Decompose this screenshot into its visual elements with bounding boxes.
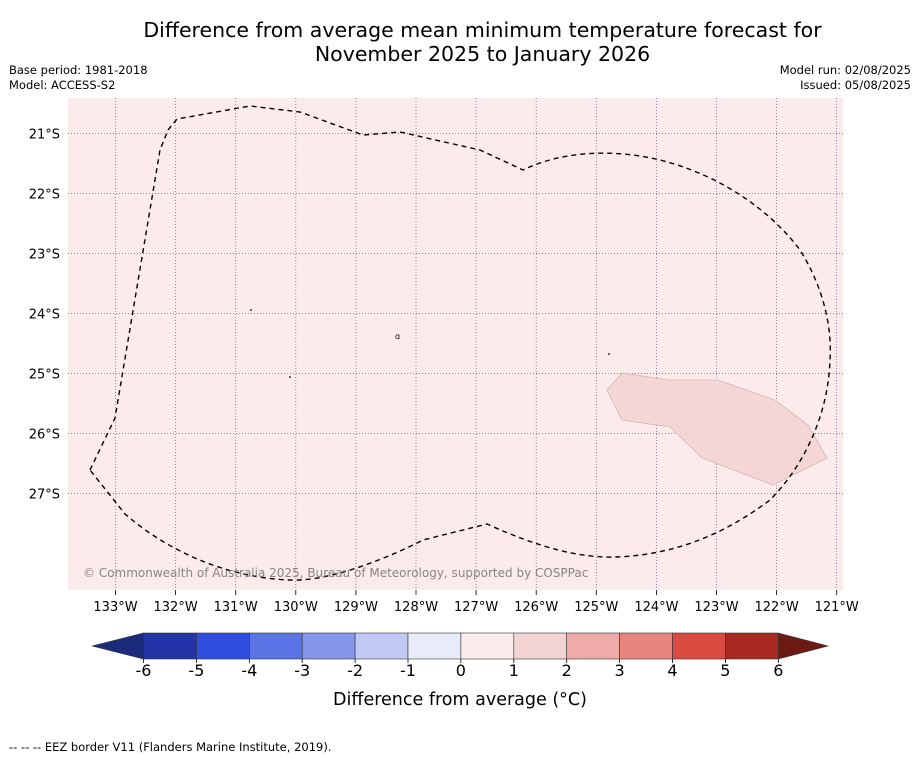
copyright-notice: © Commonwealth of Australia 2025, Bureau… xyxy=(83,566,588,580)
colorbar-tick-label: -4 xyxy=(241,661,257,680)
colorbar-segment xyxy=(196,632,250,660)
colorbar-tick-labels: -6 -5 -4 -3 -2 -1 0 1 2 3 4 5 6 xyxy=(136,659,783,680)
colorbar-segment xyxy=(725,632,779,660)
island-dot-3 xyxy=(608,353,610,355)
eez-legend-note: -- -- -- EEZ border V11 (Flanders Marine… xyxy=(9,740,332,754)
map-title: Difference from average mean minimum tem… xyxy=(0,18,919,66)
longitude-tick-label: 127°W xyxy=(454,600,498,615)
colorbar-tick-label: -5 xyxy=(188,661,204,680)
latitude-tick-label: 21°S xyxy=(29,128,60,143)
latitude-tick-label: 27°S xyxy=(29,488,60,503)
latitude-tick-label: 23°S xyxy=(29,248,60,263)
longitude-tick-label: 132°W xyxy=(154,600,198,615)
colorbar-tick-label: 4 xyxy=(667,661,677,680)
model-run: Model run: 02/08/2025 xyxy=(779,63,911,77)
longitude-tick-label: 121°W xyxy=(815,600,859,615)
longitude-tick-labels: 133°W 132°W 131°W 130°W 129°W 128°W 127°W 126°W… xyxy=(93,590,859,615)
map-background xyxy=(68,98,843,590)
colorbar-segment xyxy=(301,632,356,660)
colorbar-tick-label: -6 xyxy=(136,661,152,680)
colorbar-tick-label: 6 xyxy=(773,661,783,680)
eez-border xyxy=(89,105,832,581)
island-dot-2 xyxy=(289,376,291,378)
longitude-tick-label: 122°W xyxy=(755,600,799,615)
island-marker: ɑ xyxy=(395,332,400,341)
latitude-tick-label: 24°S xyxy=(29,308,60,323)
warm-anomaly-region xyxy=(606,372,828,486)
colorbar-segment xyxy=(566,632,620,660)
colorbar-tick-label: 1 xyxy=(509,661,519,680)
longitude-tick-label: 126°W xyxy=(514,600,558,615)
base-period: Base period: 1981-2018 xyxy=(9,63,148,77)
gridlines xyxy=(68,98,843,590)
meta-right: Model run: 02/08/2025 Issued: 05/08/2025 xyxy=(780,63,911,93)
colorbar-tick-label: 3 xyxy=(615,661,625,680)
colorbar-segment xyxy=(672,632,726,660)
latitude-tick-labels: 21°S 22°S 23°S 24°S 25°S 26°S 27°S xyxy=(29,128,60,503)
colorbar-tick-label: 5 xyxy=(720,661,730,680)
longitude-tick-label: 125°W xyxy=(574,600,618,615)
colorbar-tick-label: -3 xyxy=(294,661,310,680)
colorbar-segment xyxy=(249,632,303,660)
island-dot-1 xyxy=(250,309,252,311)
colorbar xyxy=(91,632,830,660)
colorbar-over-arrow xyxy=(777,632,830,660)
issued-date: Issued: 05/08/2025 xyxy=(800,78,911,92)
title-line-2: November 2025 to January 2026 xyxy=(314,42,651,66)
longitude-tick-label: 133°W xyxy=(93,600,137,615)
model-name: Model: ACCESS-S2 xyxy=(9,78,116,92)
latitude-tick-label: 22°S xyxy=(29,188,60,203)
colorbar-segment xyxy=(143,632,197,660)
longitude-tick-label: 131°W xyxy=(214,600,258,615)
longitude-tick-label: 130°W xyxy=(274,600,318,615)
colorbar-under-arrow xyxy=(91,632,144,660)
longitude-tick-label: 128°W xyxy=(394,600,438,615)
colorbar-segment xyxy=(460,632,515,660)
colorbar-segment xyxy=(354,632,409,660)
title-line-1: Difference from average mean minimum tem… xyxy=(143,18,822,42)
meta-left: Base period: 1981-2018 Model: ACCESS-S2 xyxy=(9,63,148,93)
longitude-tick-label: 123°W xyxy=(694,600,738,615)
latitude-tick-label: 25°S xyxy=(29,368,60,383)
colorbar-segment xyxy=(407,632,462,660)
longitude-tick-label: 129°W xyxy=(334,600,378,615)
latitude-tick-label: 26°S xyxy=(29,428,60,443)
colorbar-segment xyxy=(619,632,673,660)
colorbar-tick-label: 2 xyxy=(562,661,572,680)
colorbar-segment xyxy=(513,632,567,660)
colorbar-tick-label: 0 xyxy=(456,661,466,680)
longitude-tick-label: 124°W xyxy=(634,600,678,615)
colorbar-tick-label: -1 xyxy=(400,661,416,680)
colorbar-tick-label: -2 xyxy=(347,661,363,680)
colorbar-title: Difference from average (°C) xyxy=(333,690,587,710)
